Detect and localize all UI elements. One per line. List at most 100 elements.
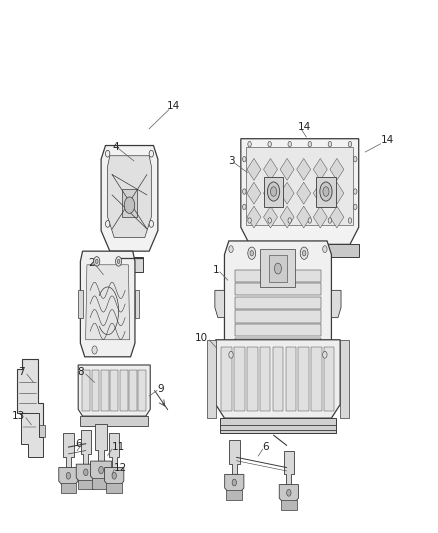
Text: 9: 9 xyxy=(158,384,165,394)
Polygon shape xyxy=(313,182,327,204)
Polygon shape xyxy=(81,430,91,464)
Text: 2: 2 xyxy=(88,258,95,268)
Polygon shape xyxy=(225,474,244,491)
Circle shape xyxy=(302,251,306,256)
Circle shape xyxy=(229,351,233,358)
Polygon shape xyxy=(247,158,261,180)
Circle shape xyxy=(243,156,246,162)
Circle shape xyxy=(229,246,233,253)
Bar xyxy=(120,370,127,410)
Bar xyxy=(316,176,336,206)
Text: 1: 1 xyxy=(212,265,219,275)
Polygon shape xyxy=(91,461,112,480)
Bar xyxy=(286,346,296,411)
Bar xyxy=(234,346,245,411)
Bar xyxy=(60,483,76,493)
Circle shape xyxy=(95,260,98,263)
Circle shape xyxy=(112,472,117,479)
Circle shape xyxy=(308,141,311,147)
Text: 12: 12 xyxy=(114,463,127,473)
Bar xyxy=(78,290,82,318)
Polygon shape xyxy=(313,206,327,228)
Polygon shape xyxy=(81,251,135,357)
Polygon shape xyxy=(101,146,158,251)
Text: 8: 8 xyxy=(77,367,84,377)
Bar xyxy=(298,346,309,411)
Polygon shape xyxy=(85,265,130,340)
Circle shape xyxy=(99,466,103,474)
Polygon shape xyxy=(280,158,294,180)
Text: 4: 4 xyxy=(112,142,119,152)
Text: 3: 3 xyxy=(228,156,234,166)
Polygon shape xyxy=(297,182,311,204)
Circle shape xyxy=(243,189,246,194)
Circle shape xyxy=(268,141,272,147)
Polygon shape xyxy=(279,484,298,502)
Circle shape xyxy=(288,141,291,147)
Bar xyxy=(122,190,138,217)
Polygon shape xyxy=(108,156,151,238)
Bar xyxy=(311,346,321,411)
Bar xyxy=(269,255,287,282)
Polygon shape xyxy=(63,433,74,467)
Polygon shape xyxy=(216,340,340,418)
Polygon shape xyxy=(224,241,332,367)
Bar xyxy=(101,370,109,410)
Polygon shape xyxy=(59,467,78,484)
Bar xyxy=(81,416,148,426)
Bar xyxy=(241,244,359,256)
Text: 10: 10 xyxy=(195,333,208,343)
Bar xyxy=(235,270,321,282)
Polygon shape xyxy=(330,158,344,180)
Bar xyxy=(82,370,90,410)
Circle shape xyxy=(149,150,153,157)
Circle shape xyxy=(323,246,327,253)
Bar xyxy=(235,297,321,309)
Circle shape xyxy=(287,489,291,496)
Polygon shape xyxy=(241,139,359,244)
Bar xyxy=(226,490,242,499)
Circle shape xyxy=(248,247,256,260)
Bar xyxy=(235,324,321,336)
Bar xyxy=(135,290,139,318)
Circle shape xyxy=(250,251,254,256)
Polygon shape xyxy=(105,467,124,484)
Circle shape xyxy=(117,260,120,263)
Circle shape xyxy=(124,197,135,213)
Bar xyxy=(247,346,258,411)
Text: 13: 13 xyxy=(11,411,25,422)
Polygon shape xyxy=(330,182,344,204)
Polygon shape xyxy=(264,158,278,180)
Circle shape xyxy=(323,351,327,358)
Bar xyxy=(264,176,283,206)
Circle shape xyxy=(328,141,332,147)
Circle shape xyxy=(106,221,110,227)
Polygon shape xyxy=(207,340,216,418)
Bar xyxy=(138,370,146,410)
Polygon shape xyxy=(280,182,294,204)
Circle shape xyxy=(116,256,122,266)
Circle shape xyxy=(353,189,357,194)
Bar xyxy=(129,370,137,410)
Circle shape xyxy=(328,218,332,223)
Text: 6: 6 xyxy=(263,442,269,452)
Bar xyxy=(260,346,270,411)
Circle shape xyxy=(268,218,272,223)
Bar xyxy=(106,483,122,493)
Circle shape xyxy=(353,156,357,162)
Bar xyxy=(34,425,45,437)
Bar xyxy=(261,249,295,287)
Polygon shape xyxy=(78,365,150,416)
Bar xyxy=(235,283,321,295)
Polygon shape xyxy=(247,206,261,228)
Circle shape xyxy=(268,182,280,201)
Circle shape xyxy=(275,263,282,274)
Text: 6: 6 xyxy=(75,439,81,449)
Bar xyxy=(117,256,143,272)
Circle shape xyxy=(248,218,251,223)
Polygon shape xyxy=(332,290,341,318)
Text: 11: 11 xyxy=(112,442,125,452)
Bar xyxy=(220,418,336,433)
Circle shape xyxy=(232,479,237,486)
Bar xyxy=(324,346,335,411)
